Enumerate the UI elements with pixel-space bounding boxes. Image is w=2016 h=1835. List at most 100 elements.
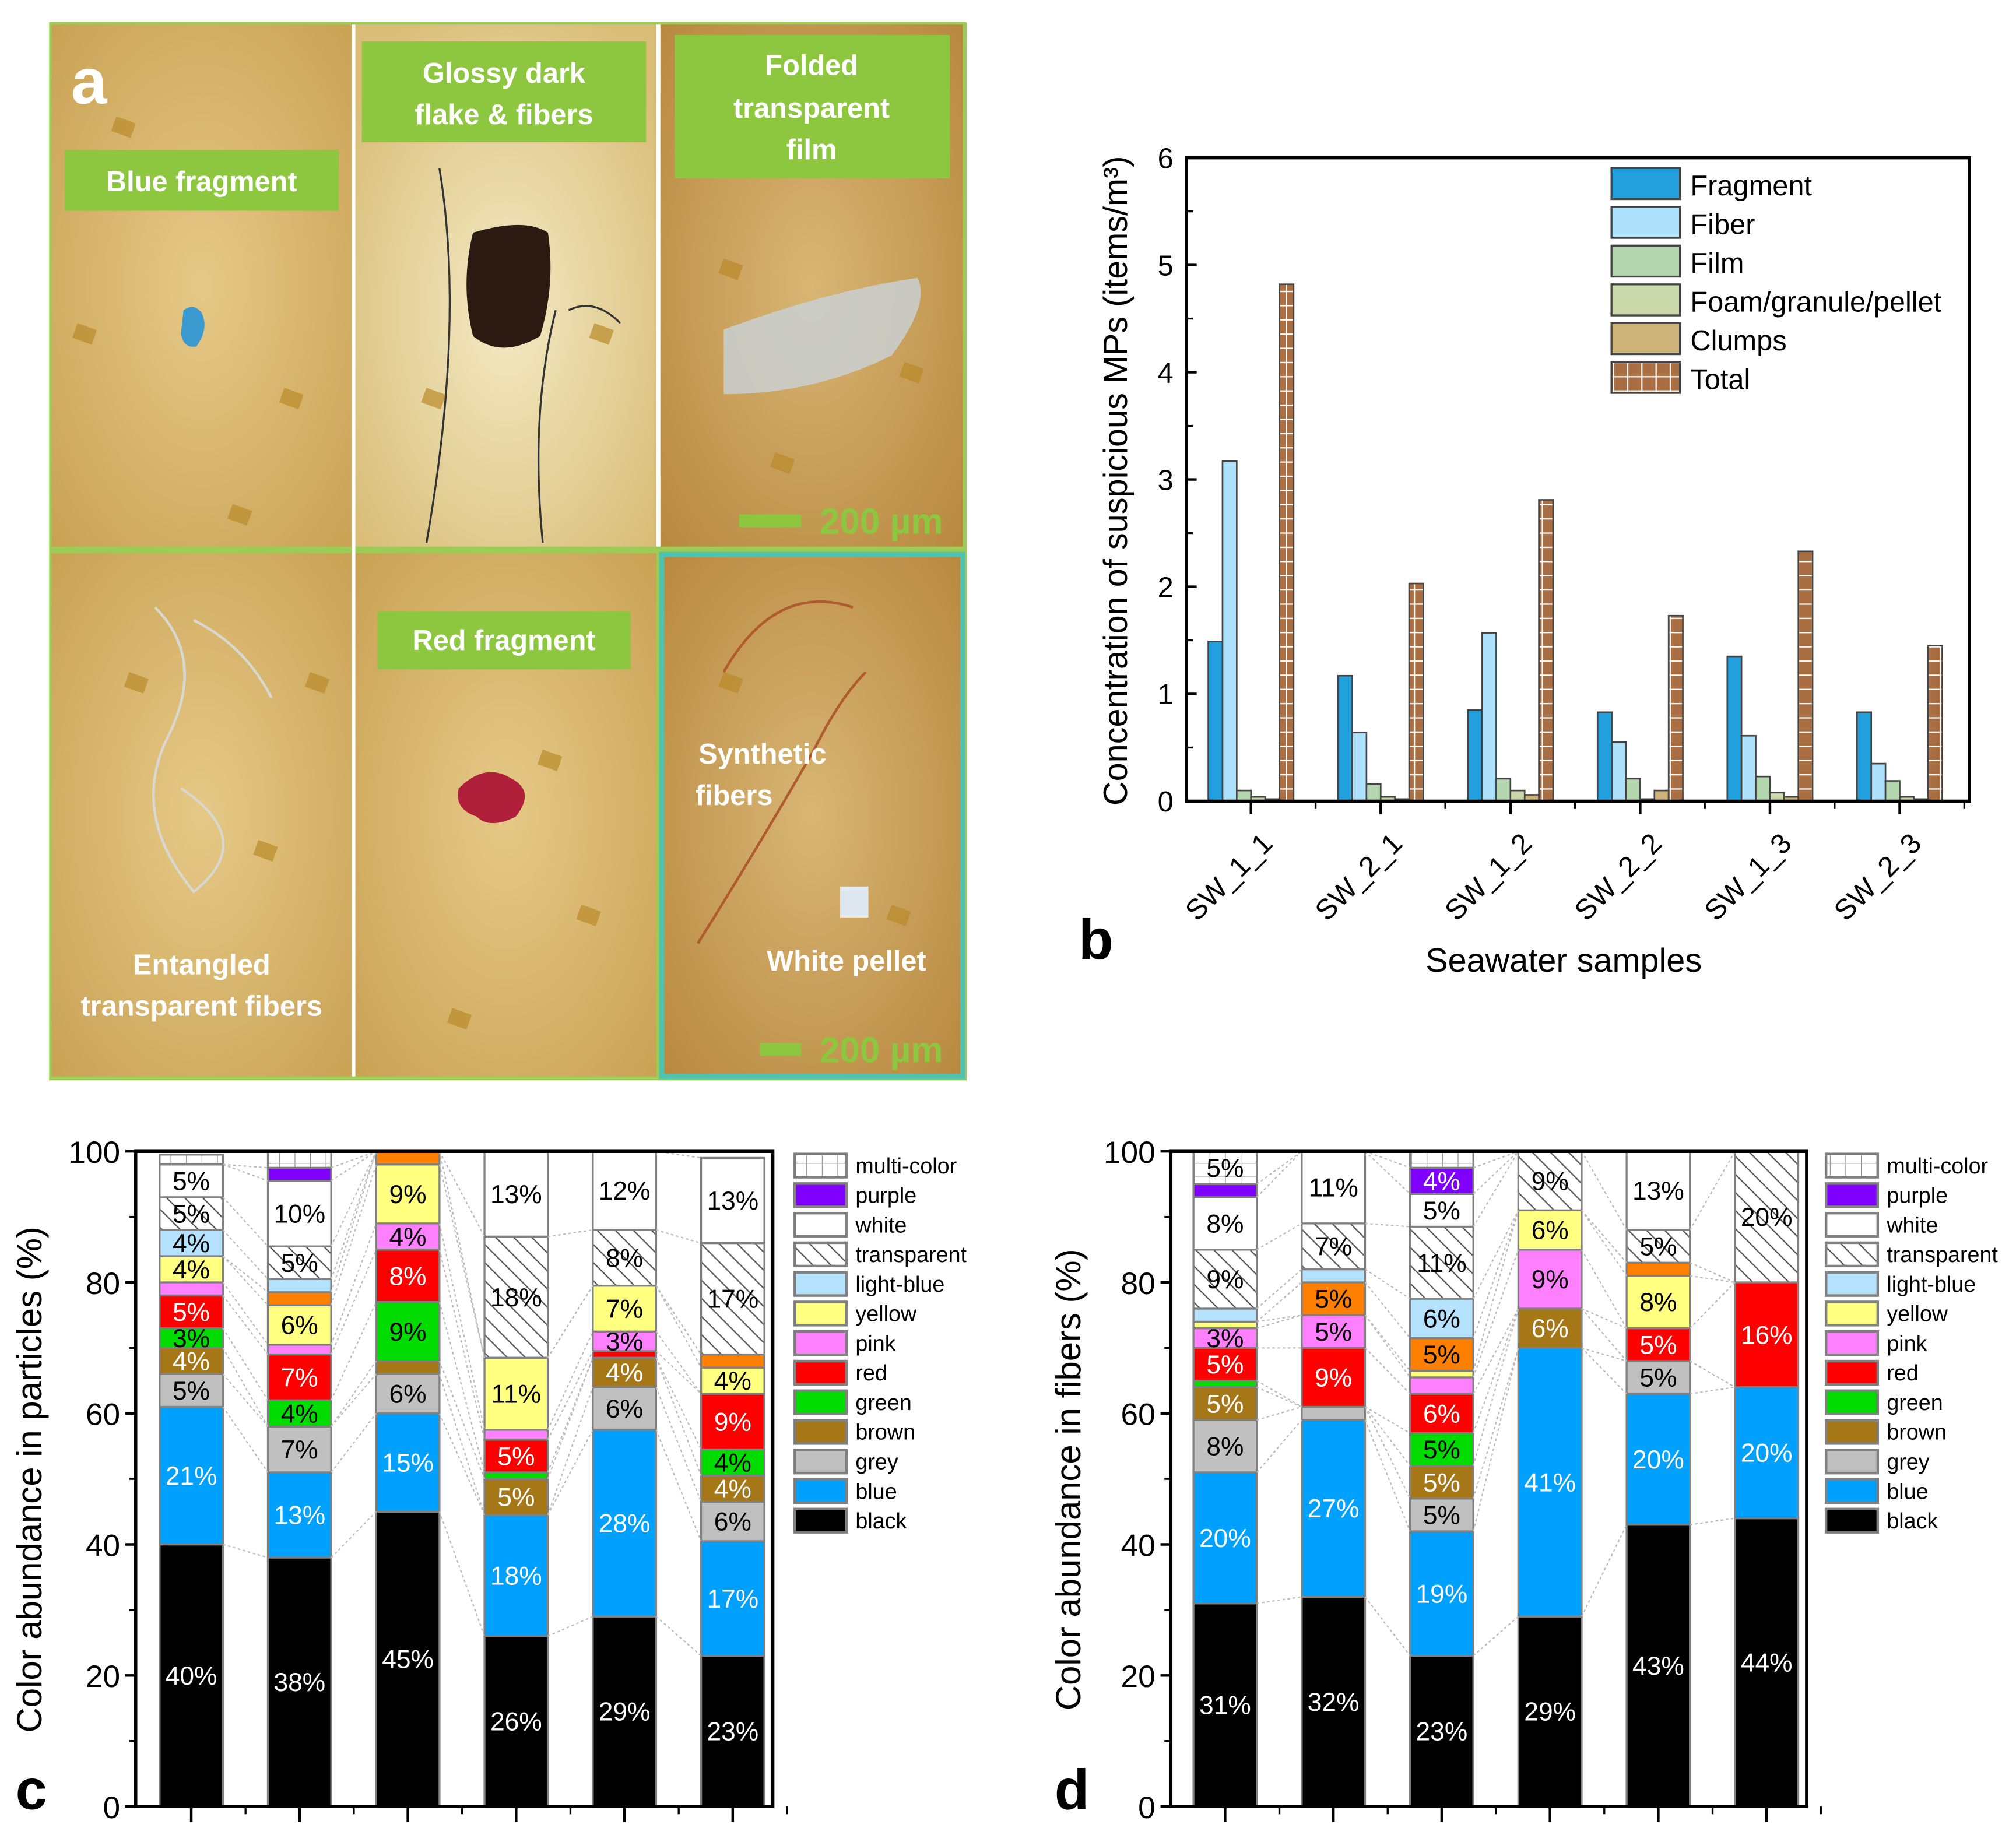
segment-label: 13% [1632, 1177, 1684, 1205]
stacked-segment-transparent [1192, 1249, 1258, 1310]
panel-letter-c: c [16, 1758, 47, 1822]
x-tick-label: SW_1_1 [1179, 827, 1279, 926]
legend-swatch [793, 1359, 848, 1386]
stacked-segment-yellow [1517, 1209, 1583, 1251]
legend-label: blue [855, 1479, 897, 1503]
connector-line [438, 1361, 486, 1479]
connector-line [1581, 1308, 1627, 1362]
segment-label: 28% [599, 1510, 651, 1538]
connector-line [222, 1347, 269, 1427]
sediment-grain [227, 504, 252, 526]
connector-line [222, 1197, 269, 1247]
segment-label: 7% [606, 1295, 643, 1323]
segment-label: 7% [281, 1436, 318, 1464]
legend-label: Clumps [1690, 325, 1786, 357]
connector-line [1581, 1524, 1628, 1617]
legend-label: Fragment [1690, 170, 1812, 202]
segment-label: 7% [1315, 1233, 1352, 1261]
connector-line [1256, 1596, 1302, 1604]
legend-label: green [855, 1390, 911, 1415]
y-tick-label: 60 [1121, 1398, 1155, 1432]
stacked-segment-grey [1409, 1497, 1474, 1532]
legend-swatch [1824, 1389, 1880, 1415]
stacked-segment-green [159, 1327, 224, 1349]
stacked-segment-grey [159, 1373, 224, 1408]
segment-label: 4% [173, 1229, 210, 1258]
connector-line [222, 1282, 269, 1345]
segment-label: 6% [1532, 1314, 1569, 1343]
legend-label: green [1887, 1390, 1943, 1415]
legend-swatch [1824, 1241, 1880, 1268]
segment-label: 20% [1199, 1524, 1251, 1553]
connector-line [1689, 1151, 1736, 1231]
connector-line [1256, 1419, 1302, 1473]
panel-a-micrographs: a Blue fragment Glossy dark flake & fibers F… [49, 22, 967, 1081]
connector-line [1473, 1348, 1519, 1499]
bar-fiber [1611, 741, 1627, 802]
bar-film [1495, 778, 1512, 802]
segment-label: 15% [382, 1449, 434, 1478]
y-tick-label: 1 [1158, 679, 1174, 711]
stacked-segment-brown [375, 1360, 441, 1375]
segment-label: 17% [707, 1285, 758, 1314]
connector-line [547, 1285, 593, 1358]
x-tick-label: SW_1_3 [1698, 827, 1797, 926]
label-synthetic-fibers: fibers [696, 780, 773, 811]
connector-line [331, 1151, 377, 1247]
label-glossy-dark-flake: Glossy dark [423, 58, 586, 89]
bar-fiber [1221, 460, 1238, 802]
legend-label: yellow [855, 1302, 916, 1326]
segment-label: 4% [714, 1449, 751, 1478]
connector-line [547, 1616, 593, 1637]
sediment-grain [537, 749, 563, 771]
segment-label: 4% [281, 1400, 318, 1428]
segment-label: 6% [389, 1380, 427, 1409]
connector-line [1581, 1210, 1628, 1277]
connector-line [1473, 1210, 1519, 1299]
segment-label: 8% [389, 1262, 427, 1291]
stacked-segment-light-blue [1301, 1268, 1367, 1284]
connector-line [1364, 1347, 1411, 1394]
stacked-segment-light-blue [266, 1278, 332, 1293]
micrograph-4 [51, 553, 352, 1077]
connector-line [1473, 1151, 1519, 1228]
stacked-segment-transparent [1517, 1150, 1583, 1212]
plot-frame [1169, 1149, 1808, 1808]
segment-label: 9% [1206, 1265, 1244, 1294]
legend-label: Fiber [1690, 209, 1755, 240]
connector-line [1690, 1386, 1736, 1395]
segment-label: 6% [1423, 1400, 1460, 1428]
connector-line [331, 1373, 377, 1427]
legend-label: white [855, 1212, 907, 1237]
stacked-segment-pink [1517, 1249, 1583, 1310]
connector-line [331, 1223, 377, 1345]
segment-label: 5% [1423, 1197, 1460, 1225]
legend-swatch [793, 1211, 848, 1238]
stacked-segment-yellow [483, 1356, 549, 1431]
segment-label: 45% [382, 1646, 434, 1674]
connector-line [1473, 1308, 1519, 1394]
segment-label: 23% [707, 1717, 758, 1746]
segment-label: 8% [606, 1244, 643, 1272]
connector-line [655, 1357, 702, 1476]
plot-frame [1185, 156, 1971, 803]
connector-line [331, 1361, 377, 1427]
y-tick-label: 2 [1158, 572, 1174, 603]
y-tick-label: 100 [1104, 1136, 1155, 1170]
legend-label: brown [1887, 1420, 1947, 1444]
segment-label: 5% [1423, 1341, 1460, 1369]
segment-label: 5% [1639, 1233, 1677, 1261]
sediment-grain [770, 452, 795, 474]
connector-line [222, 1406, 269, 1473]
connector-line [1473, 1151, 1519, 1169]
legend-swatch [1824, 1211, 1880, 1238]
stacked-segment-orange [375, 1150, 441, 1166]
legend-swatch [793, 1300, 848, 1327]
stacked-segment-blue [700, 1540, 765, 1657]
stacked-segment-yellow [1409, 1370, 1474, 1379]
segment-label: 32% [1308, 1688, 1360, 1717]
connector-line [1364, 1407, 1411, 1499]
stacked-segment-pink [1192, 1327, 1258, 1349]
segment-label: 5% [1423, 1436, 1460, 1464]
connector-line [1689, 1282, 1736, 1329]
